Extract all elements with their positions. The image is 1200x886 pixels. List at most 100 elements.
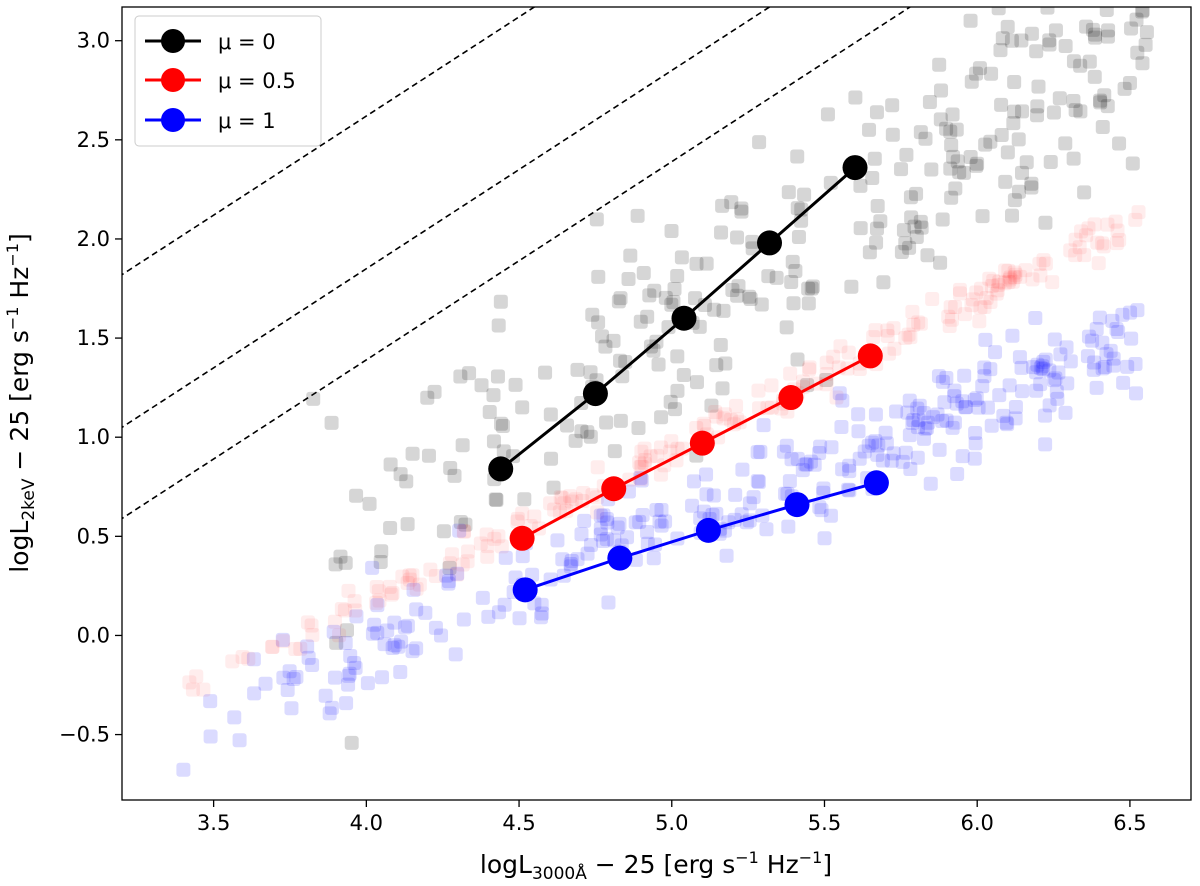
y-tick-label: 2.0 <box>77 227 110 251</box>
background-point <box>944 138 959 153</box>
background-point <box>305 657 320 672</box>
background-point <box>802 362 817 377</box>
background-point <box>968 425 983 440</box>
background-point <box>1072 240 1087 255</box>
background-point <box>866 330 881 345</box>
background-point <box>958 399 973 414</box>
background-point <box>688 291 703 306</box>
background-point <box>699 467 714 482</box>
background-point <box>1073 104 1088 119</box>
background-point <box>1024 26 1039 41</box>
legend: μ = 0 μ = 0.5 μ = 1 <box>134 15 322 147</box>
background-point <box>955 394 970 409</box>
background-point <box>910 450 925 465</box>
background-point <box>491 605 506 620</box>
background-point <box>324 700 339 715</box>
background-point <box>494 416 509 431</box>
background-point <box>1024 176 1039 191</box>
series-point <box>488 456 514 482</box>
background-point <box>957 307 972 322</box>
background-scatter <box>176 7 1154 777</box>
background-point <box>510 514 525 529</box>
background-point <box>1007 74 1022 89</box>
background-point <box>369 595 384 610</box>
background-point <box>473 536 488 551</box>
background-point <box>814 503 829 518</box>
background-point <box>788 263 803 278</box>
background-point <box>635 508 650 523</box>
background-point <box>904 210 919 225</box>
background-point <box>817 531 832 546</box>
background-point <box>563 557 578 572</box>
background-point <box>829 390 844 405</box>
background-point <box>790 352 805 367</box>
background-point <box>1115 307 1130 322</box>
background-point <box>730 230 745 245</box>
background-point <box>600 515 615 530</box>
background-point <box>926 410 941 425</box>
background-point <box>919 420 934 435</box>
background-point <box>996 408 1011 423</box>
y-tick-label: 1.0 <box>77 425 110 449</box>
background-point <box>779 438 794 453</box>
background-point <box>1077 185 1092 200</box>
background-point <box>725 283 740 298</box>
background-point <box>715 198 730 213</box>
background-point <box>387 615 402 630</box>
background-point <box>963 149 978 164</box>
background-point <box>852 451 867 466</box>
background-point <box>341 668 356 683</box>
background-point <box>761 269 776 284</box>
background-point <box>884 453 899 468</box>
background-point <box>585 307 600 322</box>
background-point <box>969 285 984 300</box>
background-point <box>931 369 946 384</box>
background-point <box>871 438 886 453</box>
background-point <box>1036 354 1051 369</box>
background-point <box>746 490 761 505</box>
background-point <box>730 288 745 303</box>
background-point <box>1099 347 1114 362</box>
background-point <box>948 181 963 196</box>
background-point <box>957 368 972 383</box>
background-point <box>1108 214 1123 229</box>
background-point <box>1077 248 1092 263</box>
background-point <box>676 368 691 383</box>
background-point <box>1079 19 1094 34</box>
background-point <box>939 121 954 136</box>
background-point <box>409 581 424 596</box>
background-point <box>1058 405 1073 420</box>
background-point <box>405 446 420 461</box>
background-point <box>869 105 884 120</box>
background-point <box>327 614 342 629</box>
background-point <box>1089 322 1104 337</box>
series-point <box>857 343 883 369</box>
background-point <box>599 511 614 526</box>
background-point <box>709 409 724 424</box>
background-point <box>305 627 320 642</box>
background-point <box>950 466 965 481</box>
y-tick-label: 0.5 <box>77 524 110 548</box>
background-point <box>621 271 636 286</box>
background-point <box>901 327 916 342</box>
background-point <box>1051 365 1066 380</box>
background-point <box>1038 437 1053 452</box>
background-point <box>1059 340 1074 355</box>
x-tick-label: 6.5 <box>1113 811 1146 835</box>
background-point <box>1026 360 1041 375</box>
background-point <box>456 612 471 627</box>
background-point <box>613 413 628 428</box>
background-point <box>515 549 530 564</box>
background-point <box>753 444 768 459</box>
background-point <box>1011 184 1026 199</box>
background-point <box>728 487 743 502</box>
background-point <box>925 292 940 307</box>
background-point <box>902 393 917 408</box>
background-point <box>1139 25 1154 40</box>
background-point <box>1048 23 1063 38</box>
background-point <box>595 534 610 549</box>
background-point <box>1001 275 1016 290</box>
background-point <box>952 282 967 297</box>
background-point <box>1047 332 1062 347</box>
background-point <box>862 245 877 260</box>
